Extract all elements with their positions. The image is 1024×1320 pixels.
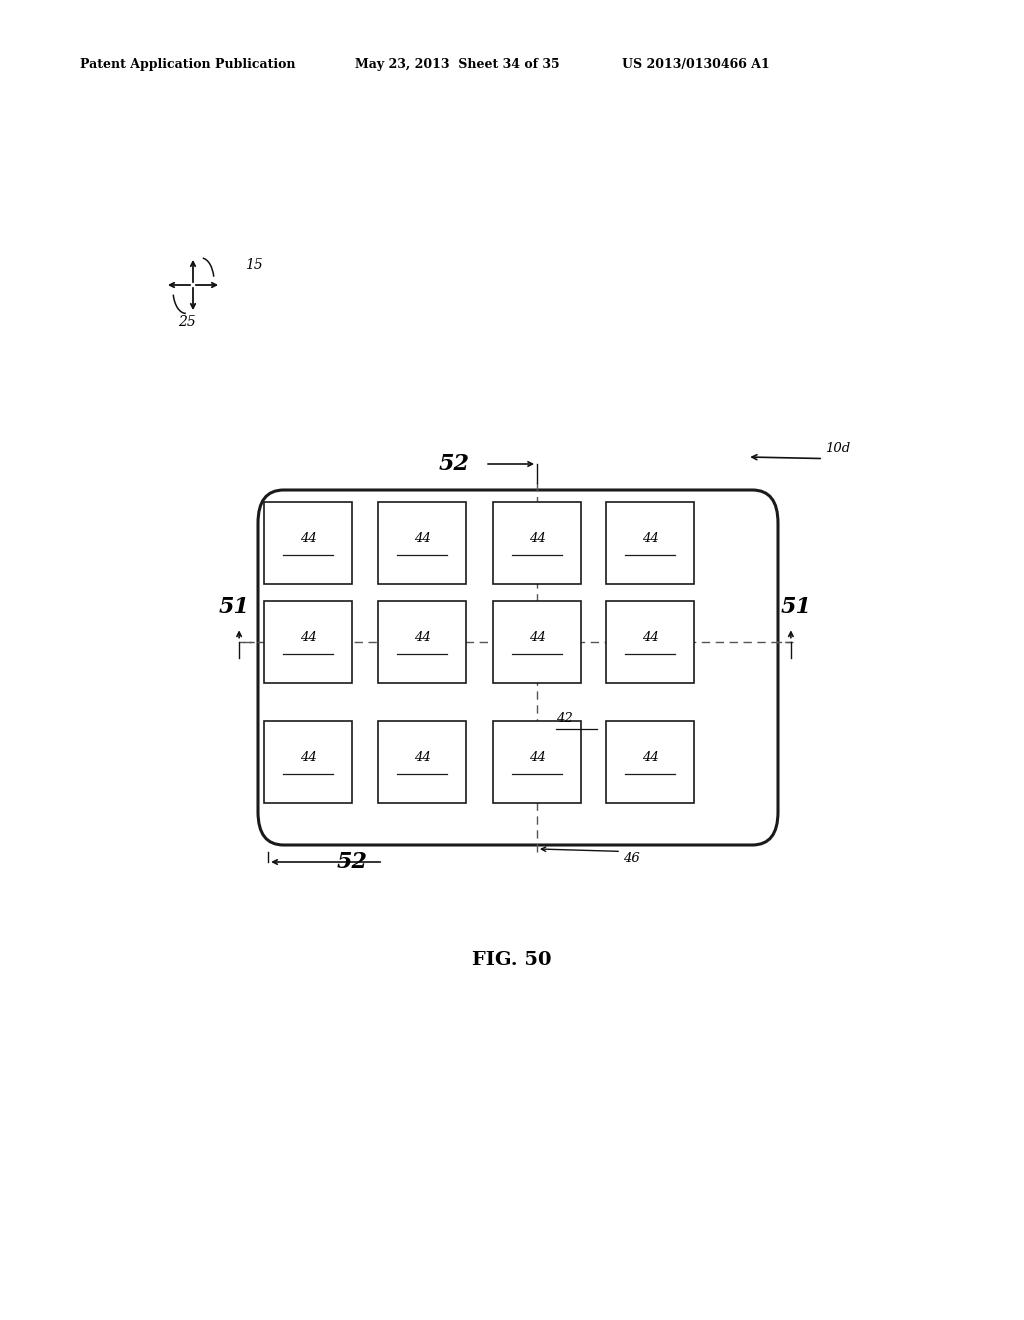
Bar <box>493 502 581 583</box>
Text: FIG. 50: FIG. 50 <box>472 950 552 969</box>
Text: US 2013/0130466 A1: US 2013/0130466 A1 <box>622 58 770 71</box>
Bar <box>378 502 466 583</box>
Bar <box>378 721 466 803</box>
Text: May 23, 2013  Sheet 34 of 35: May 23, 2013 Sheet 34 of 35 <box>355 58 560 71</box>
Text: 44: 44 <box>642 751 658 763</box>
Text: 44: 44 <box>414 532 430 545</box>
Bar <box>264 601 352 682</box>
Bar <box>493 721 581 803</box>
Text: 44: 44 <box>300 631 316 644</box>
Text: 44: 44 <box>300 751 316 763</box>
Bar <box>378 601 466 682</box>
Text: 10d: 10d <box>825 441 850 454</box>
Bar <box>264 502 352 583</box>
Text: 52: 52 <box>337 851 368 873</box>
Text: 44: 44 <box>528 631 546 644</box>
Text: 44: 44 <box>642 631 658 644</box>
Bar <box>606 721 694 803</box>
Text: 51: 51 <box>218 597 250 618</box>
Bar <box>606 601 694 682</box>
Text: 51: 51 <box>780 597 811 618</box>
Text: Patent Application Publication: Patent Application Publication <box>80 58 296 71</box>
Text: 44: 44 <box>642 532 658 545</box>
Bar <box>264 721 352 803</box>
Text: 44: 44 <box>414 751 430 763</box>
Bar <box>606 502 694 583</box>
Text: 25: 25 <box>178 315 196 329</box>
FancyBboxPatch shape <box>258 490 778 845</box>
Text: 44: 44 <box>528 751 546 763</box>
Bar <box>493 601 581 682</box>
Text: 42: 42 <box>556 711 572 725</box>
Text: 52: 52 <box>438 453 470 475</box>
Text: 46: 46 <box>624 851 640 865</box>
Text: 44: 44 <box>528 532 546 545</box>
Text: 15: 15 <box>245 257 263 272</box>
Text: 44: 44 <box>414 631 430 644</box>
Text: 44: 44 <box>300 532 316 545</box>
